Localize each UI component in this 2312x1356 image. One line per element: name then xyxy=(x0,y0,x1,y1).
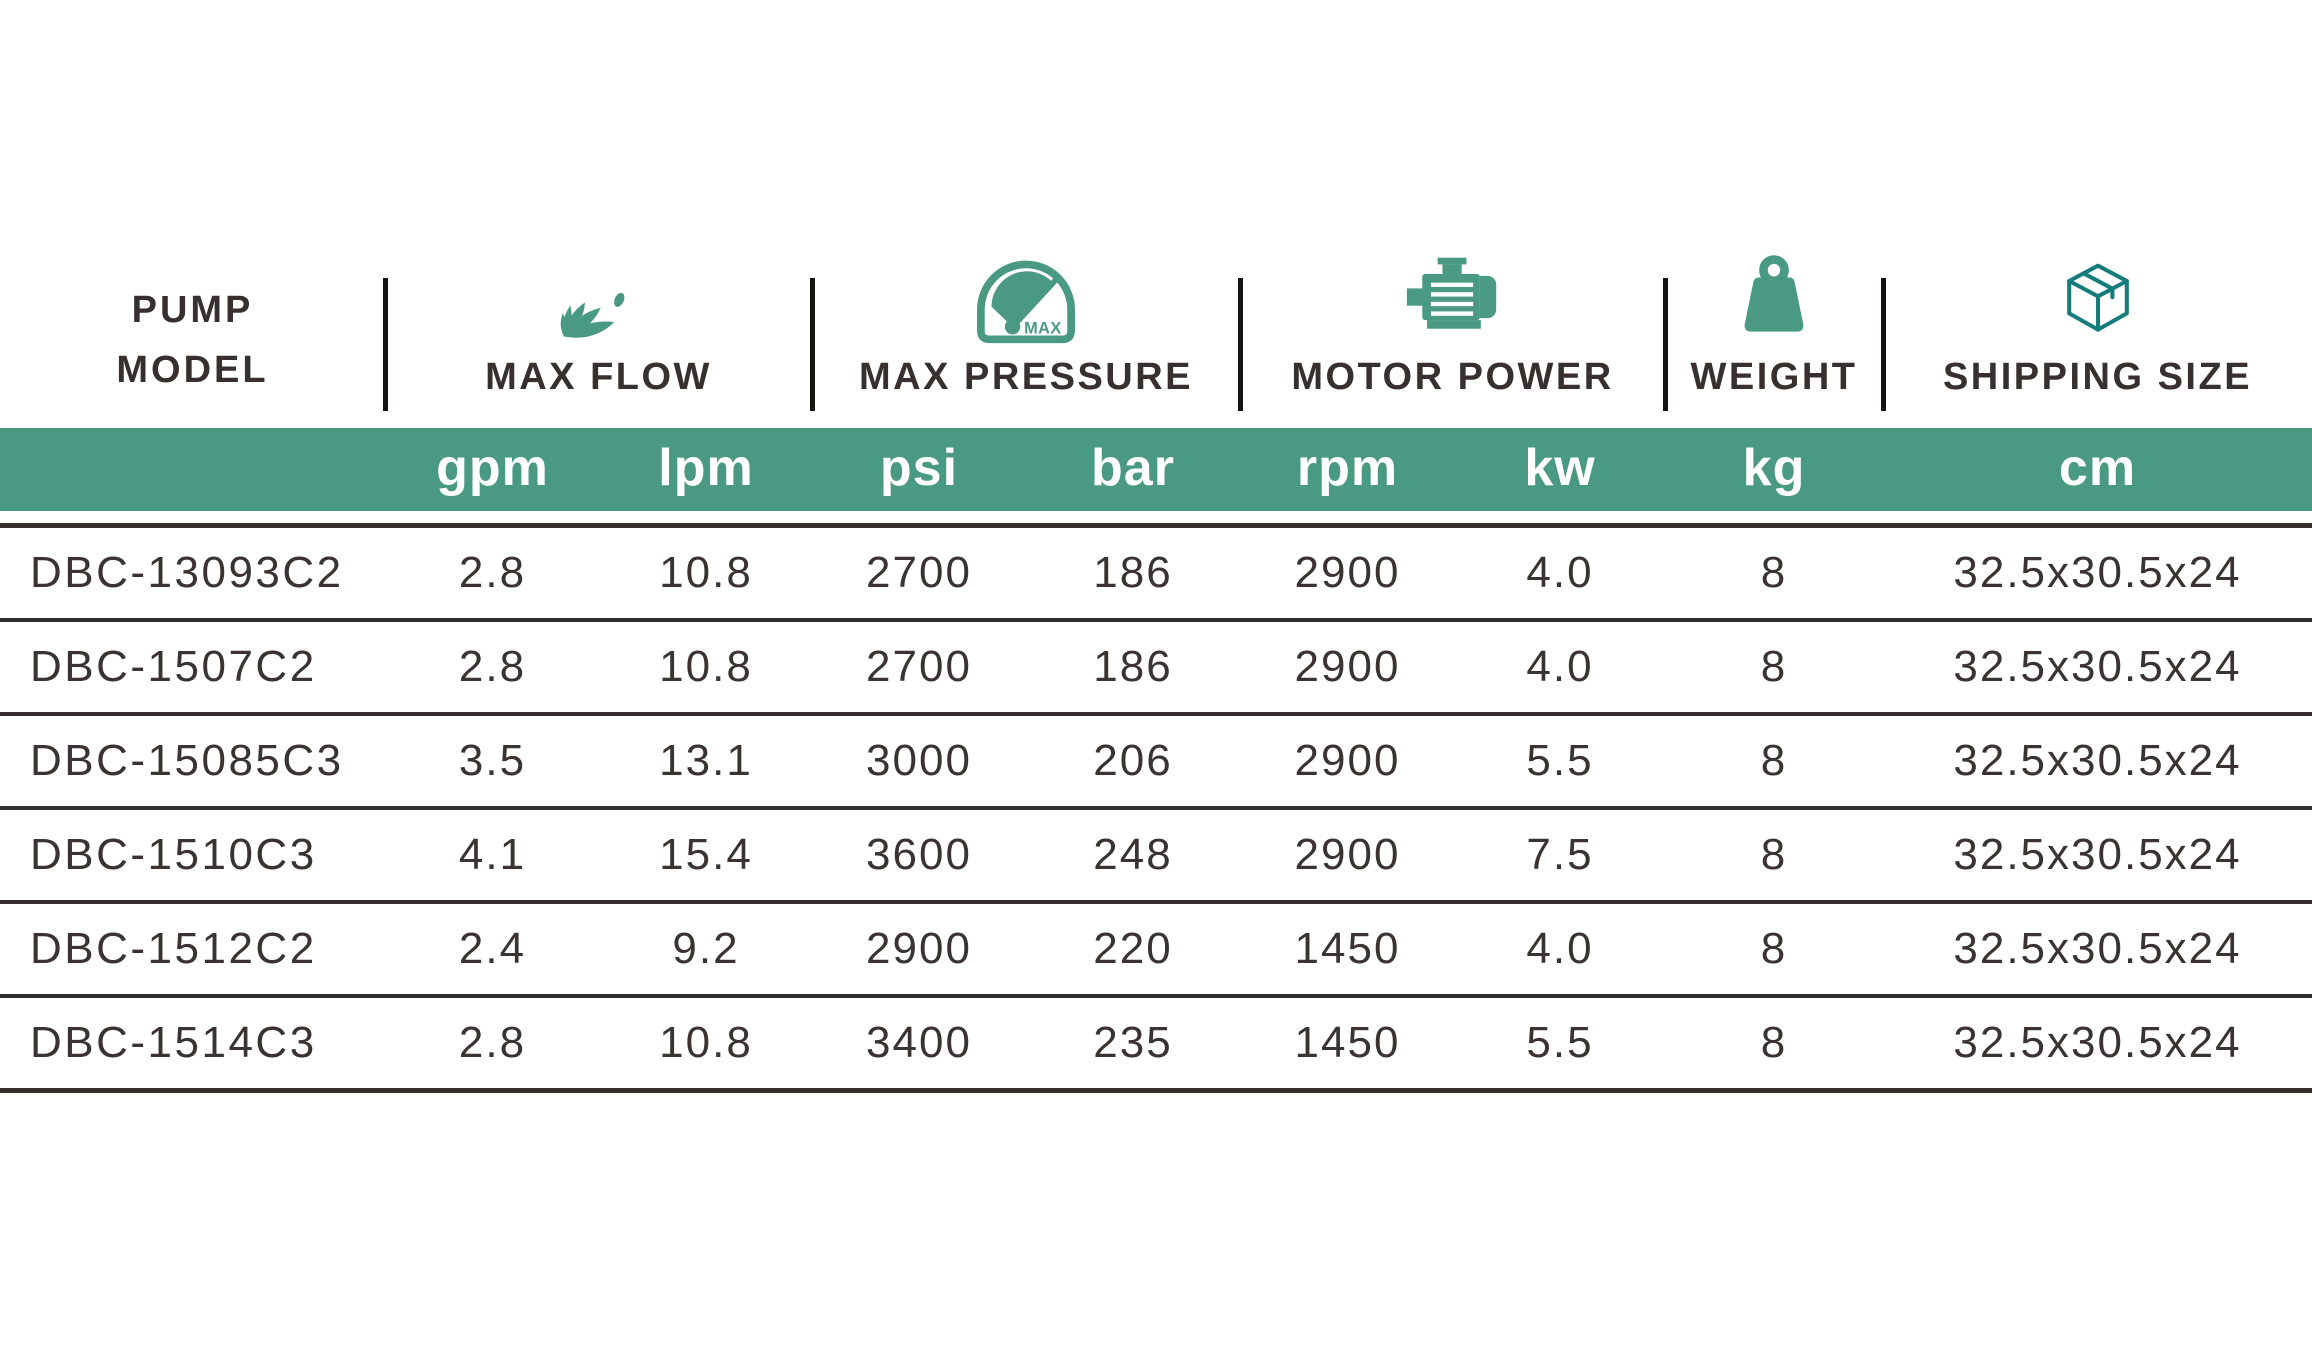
cell-cm: 32.5x30.5x24 xyxy=(1953,548,2242,597)
table-row: DBC-1514C3 2.8 10.8 3400 235 1450 5.5 8 … xyxy=(0,998,2312,1093)
table-row: DBC-1510C3 4.1 15.4 3600 248 2900 7.5 8 … xyxy=(0,810,2312,904)
table-row: DBC-15085C3 3.5 13.1 3000 206 2900 5.5 8… xyxy=(0,716,2312,810)
cell-bar: 186 xyxy=(1093,548,1173,597)
table-row: DBC-1512C2 2.4 9.2 2900 220 1450 4.0 8 3… xyxy=(0,904,2312,998)
cell-kw: 4.0 xyxy=(1526,924,1594,973)
cell-lpm: 9.2 xyxy=(672,924,740,973)
cell-gpm: 4.1 xyxy=(458,830,527,879)
cell-psi: 2700 xyxy=(866,642,972,691)
cell-psi: 3000 xyxy=(866,736,972,785)
cell-cm: 32.5x30.5x24 xyxy=(1953,736,2242,785)
cell-bar: 235 xyxy=(1093,1018,1173,1067)
column-divider xyxy=(1881,278,1886,411)
cell-gpm: 2.8 xyxy=(458,1018,527,1067)
cell-lpm: 10.8 xyxy=(659,642,753,691)
cell-model: DBC-1507C2 xyxy=(30,642,317,691)
pump-model-header-line2: MODEL xyxy=(116,349,269,391)
table-row: DBC-1507C2 2.8 10.8 2700 186 2900 4.0 8 … xyxy=(0,622,2312,716)
cell-cm: 32.5x30.5x24 xyxy=(1953,1018,2242,1067)
unit-lpm: lpm xyxy=(658,438,754,497)
cell-bar: 206 xyxy=(1093,736,1173,785)
cell-cm: 32.5x30.5x24 xyxy=(1953,642,2242,691)
cell-model: DBC-1514C3 xyxy=(30,1018,317,1067)
cell-rpm: 2900 xyxy=(1294,642,1401,691)
weight-icon xyxy=(1744,255,1804,332)
table-row: DBC-13093C2 2.8 10.8 2700 186 2900 4.0 8… xyxy=(0,528,2312,622)
cell-kw: 4.0 xyxy=(1526,642,1594,691)
shipping-size-header: SHIPPING SIZE xyxy=(1883,238,2312,412)
gauge-max-text: MAX xyxy=(1024,320,1062,338)
cell-lpm: 15.4 xyxy=(659,830,753,879)
cell-lpm: 13.1 xyxy=(659,736,753,785)
pressure-gauge-icon: MAX xyxy=(977,260,1075,344)
cell-kw: 5.5 xyxy=(1526,736,1594,785)
cell-kw: 4.0 xyxy=(1526,548,1594,597)
max-pressure-header: MAX MAX PRESSURE xyxy=(812,238,1240,412)
column-divider xyxy=(810,278,815,411)
cell-kg: 8 xyxy=(1760,1018,1788,1067)
cell-psi: 2900 xyxy=(866,924,972,973)
cell-psi: 3600 xyxy=(866,830,972,879)
table-body: DBC-13093C2 2.8 10.8 2700 186 2900 4.0 8… xyxy=(0,523,2312,1093)
cell-kg: 8 xyxy=(1760,830,1788,879)
cell-bar: 248 xyxy=(1093,830,1173,879)
unit-kg: kg xyxy=(1742,438,1806,497)
cell-rpm: 1450 xyxy=(1294,1018,1401,1067)
max-pressure-label: MAX PRESSURE xyxy=(858,356,1194,398)
motor-power-label: MOTOR POWER xyxy=(1291,356,1614,398)
cell-kg: 8 xyxy=(1760,736,1788,785)
units-header-row: gpm lpm psi bar rpm kw kg cm xyxy=(0,428,2312,511)
cell-gpm: 3.5 xyxy=(458,736,527,785)
cell-bar: 186 xyxy=(1093,642,1173,691)
column-divider xyxy=(383,278,388,411)
water-splash-icon xyxy=(560,292,624,338)
cell-gpm: 2.8 xyxy=(458,642,527,691)
cell-kw: 5.5 xyxy=(1526,1018,1594,1067)
pump-model-header: PUMP MODEL xyxy=(0,268,385,412)
cell-model: DBC-13093C2 xyxy=(30,548,344,597)
cell-model: DBC-1512C2 xyxy=(30,924,317,973)
cell-model: DBC-15085C3 xyxy=(30,736,344,785)
pump-model-header-line1: PUMP xyxy=(131,289,254,331)
cell-kw: 7.5 xyxy=(1526,830,1594,879)
cell-bar: 220 xyxy=(1093,924,1173,973)
cell-kg: 8 xyxy=(1760,924,1788,973)
cell-kg: 8 xyxy=(1760,642,1788,691)
cell-rpm: 2900 xyxy=(1294,830,1401,879)
cell-gpm: 2.4 xyxy=(458,924,527,973)
cell-kg: 8 xyxy=(1760,548,1788,597)
units-spacer xyxy=(0,468,385,472)
max-flow-label: MAX FLOW xyxy=(485,356,712,398)
unit-kw: kw xyxy=(1524,438,1596,497)
cell-cm: 32.5x30.5x24 xyxy=(1953,924,2242,973)
cell-rpm: 1450 xyxy=(1294,924,1401,973)
shipping-box-icon xyxy=(2066,263,2129,332)
unit-cm: cm xyxy=(2058,438,2137,497)
shipping-size-label: SHIPPING SIZE xyxy=(1942,356,2253,398)
weight-label: WEIGHT xyxy=(1690,356,1858,398)
cell-lpm: 10.8 xyxy=(659,548,753,597)
weight-header: WEIGHT xyxy=(1665,238,1883,412)
cell-gpm: 2.8 xyxy=(458,548,527,597)
cell-psi: 3400 xyxy=(866,1018,972,1067)
column-divider xyxy=(1663,278,1668,411)
electric-motor-icon xyxy=(1406,257,1496,329)
cell-cm: 32.5x30.5x24 xyxy=(1953,830,2242,879)
unit-gpm: gpm xyxy=(436,438,549,497)
column-divider xyxy=(1238,278,1243,411)
cell-psi: 2700 xyxy=(866,548,972,597)
unit-rpm: rpm xyxy=(1296,438,1399,497)
cell-rpm: 2900 xyxy=(1294,548,1401,597)
cell-lpm: 10.8 xyxy=(659,1018,753,1067)
cell-rpm: 2900 xyxy=(1294,736,1401,785)
unit-psi: psi xyxy=(879,438,959,497)
cell-model: DBC-1510C3 xyxy=(30,830,317,879)
max-flow-header: MAX FLOW xyxy=(385,238,812,412)
unit-bar: bar xyxy=(1091,438,1175,497)
motor-power-header: MOTOR POWER xyxy=(1240,238,1665,412)
